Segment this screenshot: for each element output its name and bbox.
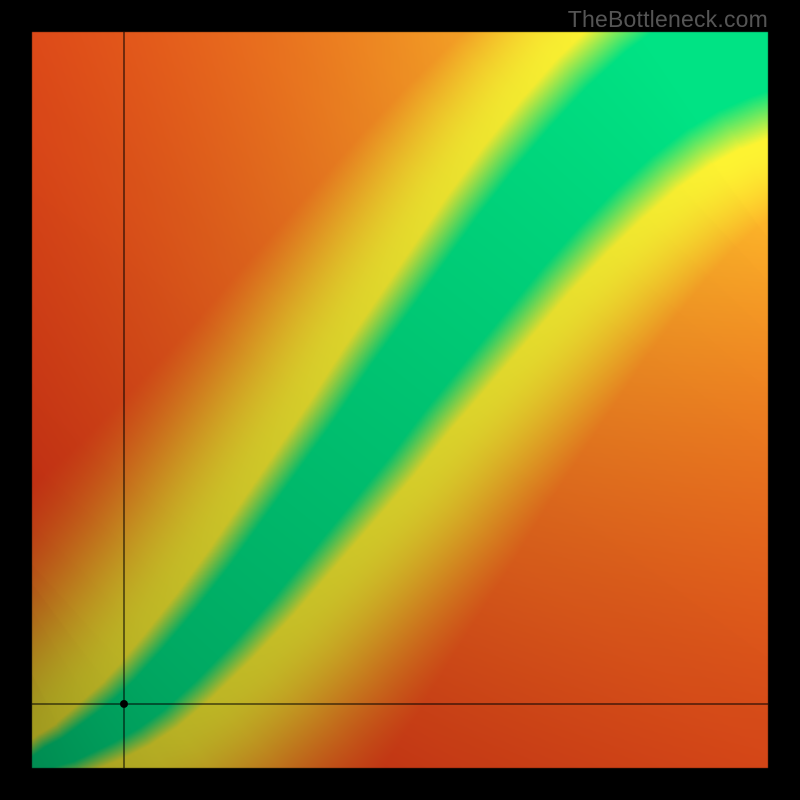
watermark-label: TheBottleneck.com [568, 6, 768, 33]
heatmap-canvas [0, 0, 800, 800]
chart-stage: TheBottleneck.com [0, 0, 800, 800]
